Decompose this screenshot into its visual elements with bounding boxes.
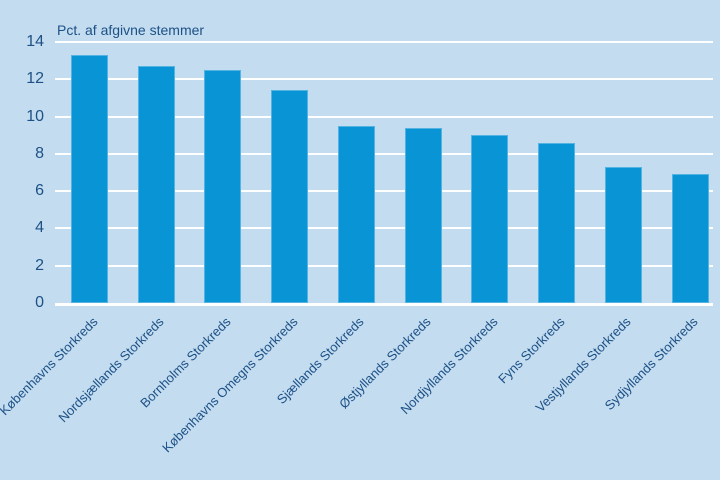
- y-tick-label-14: 14: [26, 33, 44, 50]
- y-tick-label-6: 6: [35, 182, 44, 200]
- bar-2: [204, 69, 242, 303]
- bar-8: [604, 166, 642, 303]
- y-tick-label-2: 2: [35, 256, 44, 274]
- bar-4: [337, 125, 375, 303]
- y-tick-label-10: 10: [26, 107, 44, 125]
- y-tick-label-4: 4: [35, 219, 44, 237]
- gridline-y-12: [55, 78, 713, 81]
- bar-0: [71, 55, 108, 303]
- bar-5: [404, 127, 442, 303]
- gridline-y-6: [55, 190, 713, 193]
- gridline-y-8: [55, 152, 713, 155]
- bar-3: [271, 90, 309, 303]
- y-tick-label-8: 8: [35, 144, 44, 162]
- bar-9: [671, 174, 709, 303]
- bar-7: [538, 142, 576, 303]
- gridline-y-2: [55, 264, 713, 267]
- gridline-y-4: [55, 227, 713, 230]
- y-tick-label-12: 12: [26, 70, 44, 88]
- gridline-y-10: [55, 115, 713, 118]
- gridline-y-14: [55, 41, 713, 43]
- bar-chart: Pct. af afgivne stemmer 0 2 4 6 8 10 12 14 Købe…: [0, 22, 713, 455]
- chart-title: Pct. af afgivne stemmer: [57, 22, 205, 38]
- bar-1: [137, 66, 175, 303]
- bar-6: [471, 135, 509, 303]
- y-tick-label-0: 0: [35, 294, 44, 311]
- x-axis-baseline: [55, 303, 713, 306]
